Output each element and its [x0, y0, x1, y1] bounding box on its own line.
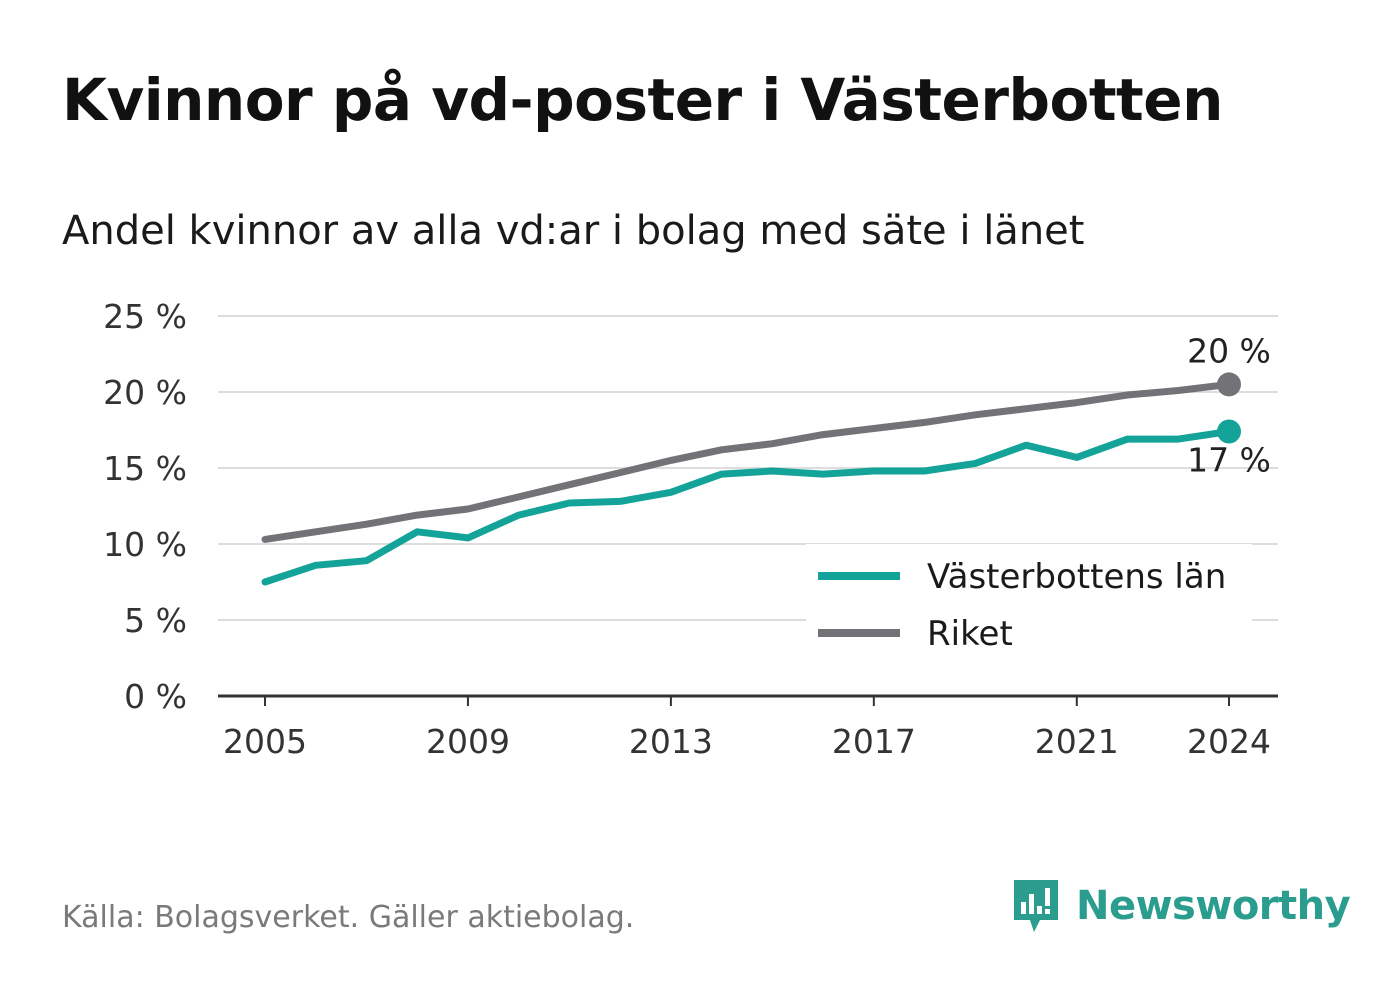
y-tick-label: 10 %: [103, 525, 187, 564]
x-tick-label: 2005: [223, 722, 307, 761]
y-tick-label: 5 %: [124, 601, 187, 640]
chart-title: Kvinnor på vd-poster i Västerbotten: [62, 66, 1223, 134]
x-tick-label: 2021: [1035, 722, 1119, 761]
source-note: Källa: Bolagsverket. Gäller aktiebolag.: [62, 900, 635, 935]
x-tick-label: 2009: [426, 722, 510, 761]
brand-name: Newsworthy: [1076, 883, 1351, 929]
series-line: [261, 380, 1233, 543]
x-axis: 2005 2009 2013 2017 2021 2024: [218, 694, 1278, 761]
series-line: [261, 428, 1233, 586]
chart-subtitle: Andel kvinnor av alla vd:ar i bolag med …: [62, 208, 1085, 254]
x-tick-label: 2024: [1187, 722, 1271, 761]
end-point: [1217, 419, 1241, 444]
brand-logo: Newsworthy: [1010, 876, 1351, 936]
legend-label: Västerbottens län: [927, 557, 1226, 597]
y-tick-label: 20 %: [103, 373, 187, 412]
y-tick-label: 0 %: [124, 677, 187, 716]
x-tick-label: 2013: [629, 722, 713, 761]
newsworthy-logo-icon: [1014, 880, 1058, 932]
legend-label: Riket: [927, 614, 1013, 654]
y-axis-ticks: 0 % 5 % 10 % 15 % 20 % 25 %: [103, 297, 187, 716]
end-labels: 17 % 20 %: [1187, 331, 1271, 479]
x-tick-label: 2017: [832, 722, 916, 761]
end-value-label: 20 %: [1187, 331, 1271, 370]
end-value-label: 17 %: [1187, 441, 1271, 480]
end-point: [1217, 372, 1241, 397]
y-tick-label: 25 %: [103, 297, 187, 336]
series-lines: [261, 372, 1241, 586]
legend-box: [806, 544, 1252, 666]
y-tick-label: 15 %: [103, 449, 187, 488]
legend: Västerbottens län Riket: [806, 544, 1252, 666]
